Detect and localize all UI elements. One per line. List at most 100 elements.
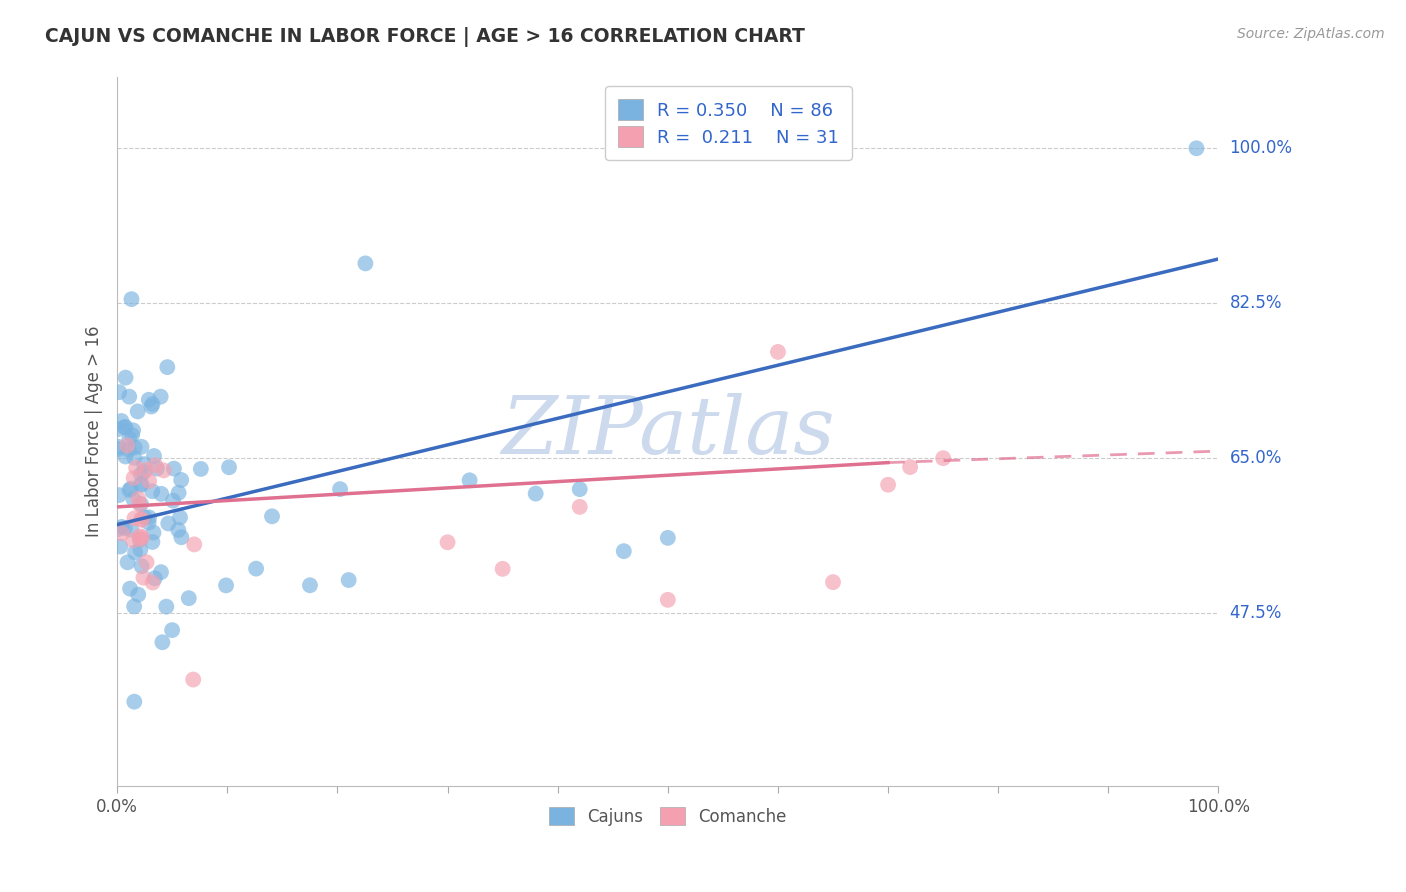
Point	[657, 592, 679, 607]
Point	[138, 474, 160, 488]
Point	[110, 540, 132, 554]
Point	[149, 565, 172, 579]
Point	[568, 482, 591, 496]
Point	[129, 478, 152, 492]
Point	[122, 471, 145, 485]
Point	[657, 531, 679, 545]
Point	[821, 575, 844, 590]
Point	[111, 520, 134, 534]
Point	[152, 463, 174, 477]
Point	[141, 400, 163, 414]
Point	[131, 530, 153, 544]
Point	[337, 573, 360, 587]
Point	[120, 523, 142, 537]
Point	[117, 555, 139, 569]
Point	[124, 450, 146, 465]
Point	[177, 591, 200, 606]
Point	[129, 497, 152, 511]
Point	[122, 599, 145, 614]
Point	[167, 485, 190, 500]
Point	[132, 465, 155, 479]
Point	[118, 442, 141, 457]
Point	[138, 392, 160, 407]
Point	[108, 385, 131, 400]
Point	[143, 458, 166, 473]
Point	[107, 422, 129, 436]
Point	[118, 432, 141, 446]
Point	[124, 695, 146, 709]
Point	[125, 460, 148, 475]
Point	[181, 673, 204, 687]
Point	[121, 428, 143, 442]
Point	[127, 588, 149, 602]
Point	[260, 509, 283, 524]
Point	[458, 473, 481, 487]
Point	[162, 493, 184, 508]
Point	[329, 482, 352, 496]
Point	[143, 571, 166, 585]
Point	[135, 555, 157, 569]
Point	[167, 523, 190, 537]
Point	[107, 440, 129, 454]
Point	[122, 533, 145, 548]
Legend: Cajuns, Comanche: Cajuns, Comanche	[541, 799, 794, 834]
Point	[122, 491, 145, 506]
Point	[114, 450, 136, 464]
Point	[190, 462, 212, 476]
Point	[436, 535, 458, 549]
Y-axis label: In Labor Force | Age > 16: In Labor Force | Age > 16	[86, 326, 103, 537]
Point	[766, 345, 789, 359]
Point	[613, 544, 636, 558]
Point	[143, 449, 166, 463]
Point	[134, 510, 156, 524]
Point	[157, 516, 180, 531]
Point	[135, 463, 157, 477]
Point	[491, 562, 513, 576]
Point	[110, 414, 132, 428]
Point	[129, 512, 152, 526]
Point	[112, 420, 135, 434]
Point	[118, 390, 141, 404]
Point	[141, 397, 163, 411]
Point	[298, 578, 321, 592]
Point	[169, 510, 191, 524]
Point	[149, 390, 172, 404]
Text: 82.5%: 82.5%	[1230, 294, 1282, 312]
Point	[156, 360, 179, 375]
Point	[107, 442, 129, 456]
Text: CAJUN VS COMANCHE IN LABOR FORCE | AGE > 16 CORRELATION CHART: CAJUN VS COMANCHE IN LABOR FORCE | AGE >…	[45, 27, 804, 46]
Point	[150, 487, 173, 501]
Point	[124, 511, 146, 525]
Point	[127, 491, 149, 506]
Text: 100.0%: 100.0%	[1230, 139, 1292, 157]
Point	[114, 420, 136, 434]
Point	[122, 423, 145, 437]
Point	[115, 438, 138, 452]
Point	[127, 404, 149, 418]
Point	[129, 467, 152, 482]
Text: Source: ZipAtlas.com: Source: ZipAtlas.com	[1237, 27, 1385, 41]
Point	[138, 516, 160, 530]
Point	[129, 533, 152, 547]
Text: ZIPatlas: ZIPatlas	[501, 392, 835, 470]
Point	[128, 533, 150, 547]
Point	[131, 513, 153, 527]
Point	[114, 370, 136, 384]
Point	[132, 457, 155, 471]
Point	[128, 529, 150, 543]
Point	[932, 451, 955, 466]
Point	[142, 575, 165, 590]
Point	[170, 530, 193, 544]
Point	[118, 483, 141, 497]
Point	[163, 461, 186, 475]
Point	[568, 500, 591, 514]
Point	[898, 460, 921, 475]
Point	[142, 525, 165, 540]
Point	[108, 488, 131, 502]
Point	[111, 526, 134, 541]
Point	[150, 635, 173, 649]
Point	[129, 542, 152, 557]
Point	[146, 461, 169, 475]
Point	[121, 292, 143, 306]
Point	[877, 477, 900, 491]
